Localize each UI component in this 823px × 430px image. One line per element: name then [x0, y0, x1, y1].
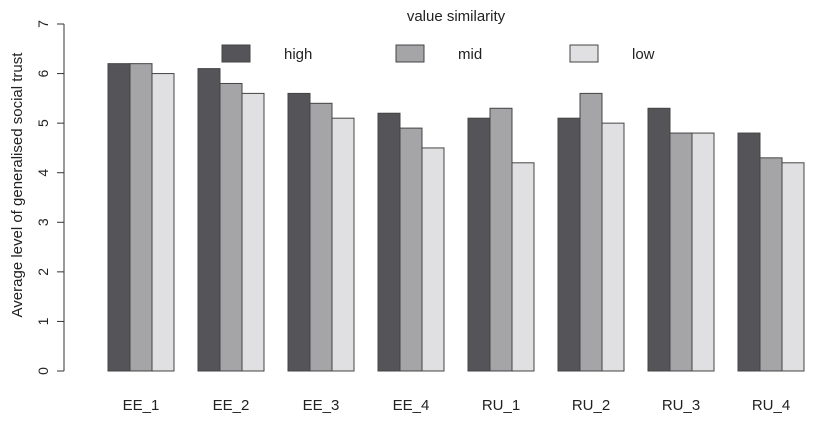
- x-category-label: RU_1: [482, 397, 520, 414]
- bar-low-ru-1: [511, 162, 535, 372]
- y-tick-label: 1: [35, 317, 51, 325]
- legend-label-high: high: [284, 46, 312, 63]
- x-category-label: EE_3: [303, 397, 340, 414]
- y-axis: 0 1 2 3 4 5 6 7: [35, 20, 65, 375]
- bar-high-ru-1: [467, 117, 491, 372]
- legend-swatch-high: [221, 44, 251, 63]
- x-category-label: EE_4: [393, 397, 430, 414]
- y-tick-label: 6: [35, 69, 51, 77]
- bar-mid-ee-1: [129, 63, 153, 372]
- bar-mid-ru-1: [489, 107, 513, 372]
- legend: value similarity high mid low: [221, 8, 655, 63]
- bar-mid-ru-4: [759, 157, 783, 372]
- x-category-label: RU_2: [572, 397, 610, 414]
- bar-mid-ee-2: [219, 82, 243, 372]
- bar-mid-ee-3: [309, 102, 333, 372]
- y-tick-label: 7: [35, 20, 51, 28]
- bar-low-ee-3: [331, 117, 355, 372]
- bars: [107, 63, 805, 372]
- x-category-label: RU_4: [752, 397, 790, 414]
- y-tick-label: 5: [35, 119, 51, 127]
- bar-high-ee-3: [287, 92, 311, 372]
- legend-swatch-low: [569, 44, 599, 63]
- legend-label-low: low: [632, 46, 655, 63]
- bar-high-ee-2: [197, 68, 221, 372]
- y-tick-label: 0: [35, 367, 51, 375]
- bar-high-ru-3: [647, 107, 671, 372]
- y-tick-label: 2: [35, 268, 51, 276]
- x-category-label: EE_1: [123, 397, 160, 414]
- bar-high-ee-1: [107, 63, 131, 372]
- bar-high-ru-4: [737, 132, 761, 372]
- y-axis-label: Average level of generalised social trus…: [9, 52, 26, 318]
- bar-low-ru-2: [601, 122, 625, 372]
- x-category-label: RU_3: [662, 397, 700, 414]
- bar-mid-ru-3: [669, 132, 693, 372]
- y-tick-label: 4: [35, 169, 51, 177]
- legend-label-mid: mid: [458, 46, 482, 63]
- x-axis-labels: EE_1 EE_2 EE_3 EE_4 RU_1 RU_2 RU_3 RU_4: [123, 397, 791, 414]
- bar-high-ru-2: [557, 117, 581, 372]
- bar-mid-ee-4: [399, 127, 423, 372]
- y-tick-label: 3: [35, 218, 51, 226]
- legend-swatch-mid: [395, 44, 425, 63]
- x-category-label: EE_2: [213, 397, 250, 414]
- bar-low-ru-3: [691, 132, 715, 372]
- bar-low-ee-4: [421, 147, 445, 372]
- bar-low-ee-1: [151, 73, 175, 372]
- bar-low-ee-2: [241, 92, 265, 372]
- bar-high-ee-4: [377, 112, 401, 372]
- bar-low-ru-4: [781, 162, 805, 372]
- bar-mid-ru-2: [579, 92, 603, 372]
- legend-title: value similarity: [407, 8, 506, 25]
